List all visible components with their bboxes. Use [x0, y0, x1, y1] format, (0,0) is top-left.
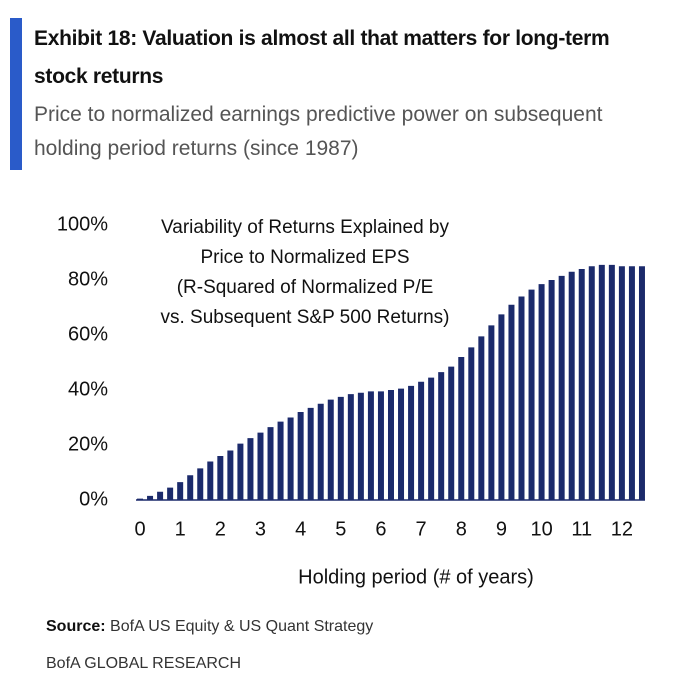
bar	[578, 269, 585, 500]
bar	[568, 271, 575, 500]
bar	[638, 266, 645, 500]
x-tick-label: 12	[611, 518, 633, 540]
bar	[458, 357, 465, 500]
y-tick-label: 100%	[57, 213, 108, 235]
bar	[147, 495, 154, 500]
x-tick-label: 3	[255, 518, 266, 540]
annotation: (R-Squared of Normalized P/E	[177, 277, 434, 298]
source-label: Source:	[46, 618, 106, 635]
bar	[548, 280, 555, 500]
x-tick-label: 4	[295, 518, 306, 540]
bar	[468, 347, 475, 500]
x-tick-label: 2	[215, 518, 226, 540]
chart-subtitle: Price to normalized earnings predictive …	[34, 103, 603, 160]
bar	[337, 396, 344, 500]
bar	[598, 264, 605, 500]
chart-title: Exhibit 18: Valuation is almost all that…	[34, 27, 610, 88]
bar	[287, 417, 294, 500]
x-tick-label: 7	[416, 518, 427, 540]
bar	[207, 461, 214, 500]
y-tick-label: 0%	[79, 488, 108, 510]
bar	[498, 314, 505, 500]
annotation: Price to Normalized EPS	[200, 247, 409, 268]
y-tick-label: 40%	[68, 378, 108, 400]
bar	[277, 421, 284, 500]
bar	[167, 487, 174, 500]
x-axis-label: Holding period (# of years)	[298, 566, 534, 588]
bar	[347, 394, 354, 500]
bar	[267, 427, 274, 500]
x-tick-label: 8	[456, 518, 467, 540]
x-tick-label: 6	[375, 518, 386, 540]
bar	[438, 372, 445, 500]
bar	[227, 450, 234, 500]
x-tick-label: 10	[530, 518, 552, 540]
bar	[257, 432, 264, 500]
bar	[157, 491, 164, 500]
y-tick-label: 80%	[68, 268, 108, 290]
x-tick-label: 1	[175, 518, 186, 540]
source-text: BofA US Equity & US Quant Strategy	[110, 618, 374, 635]
bar	[528, 289, 535, 500]
accent-bar	[10, 18, 22, 170]
bar	[357, 392, 364, 500]
bar	[327, 399, 334, 500]
bar	[618, 266, 625, 500]
annotation: Variability of Returns Explained by	[161, 217, 449, 238]
bar	[538, 284, 545, 500]
y-tick-label: 60%	[68, 323, 108, 345]
footer: BofA GLOBAL RESEARCH	[46, 655, 242, 672]
bar	[418, 381, 425, 500]
bar	[448, 366, 455, 500]
bar	[608, 264, 615, 500]
bar	[297, 412, 304, 500]
bar	[197, 468, 204, 500]
bar	[588, 266, 595, 500]
bar	[177, 482, 184, 500]
bar	[387, 390, 394, 500]
bar	[377, 391, 384, 500]
bar	[628, 266, 635, 500]
x-tick-label: 5	[335, 518, 346, 540]
y-tick-label: 20%	[68, 433, 108, 455]
bar	[478, 336, 485, 500]
x-tick-label: 11	[571, 518, 592, 540]
bar	[247, 438, 254, 500]
bar	[237, 443, 244, 500]
bar	[217, 456, 224, 500]
x-tick-label: 0	[134, 518, 145, 540]
bar	[558, 275, 565, 500]
bar	[518, 296, 525, 500]
bar	[137, 498, 144, 500]
annotation: vs. Subsequent S&P 500 Returns)	[160, 307, 449, 328]
bar	[508, 304, 515, 500]
bar	[317, 403, 324, 500]
bar	[488, 325, 495, 500]
x-tick-label: 9	[496, 518, 507, 540]
bar	[428, 377, 435, 500]
bar	[187, 475, 194, 500]
bar	[408, 385, 415, 500]
bar	[398, 388, 405, 500]
bar	[307, 407, 314, 500]
source: Source: BofA US Equity & US Quant Strate…	[46, 618, 373, 636]
bar	[367, 391, 374, 500]
